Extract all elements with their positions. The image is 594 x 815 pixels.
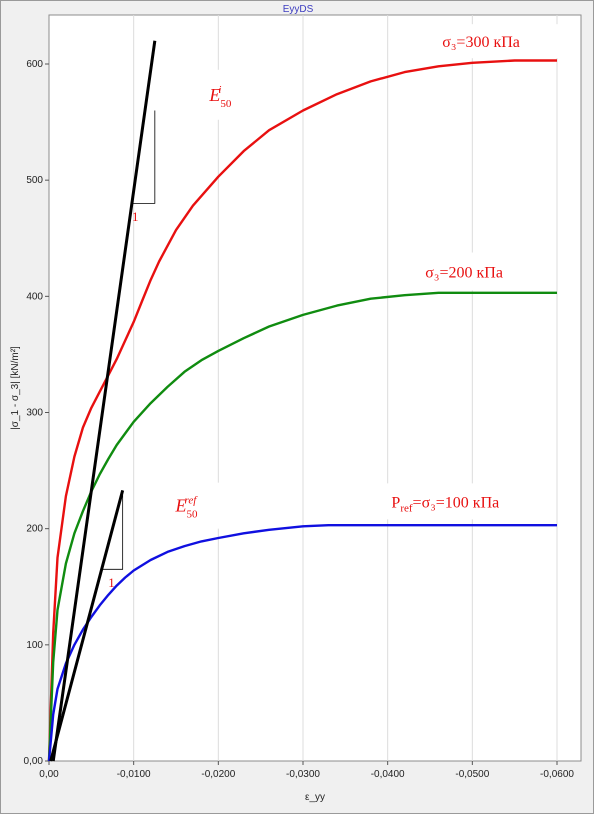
series-line-2 <box>47 524 557 762</box>
annotation-label-200: σ₃=200 кПа <box>417 252 556 291</box>
y-tick-label: 100 <box>26 640 43 651</box>
annotation-text-label-200: σ₃=200 кПа <box>425 265 503 282</box>
x-tick-label: 0,00 <box>39 769 59 780</box>
annotation-label-e50ref: E50ref <box>167 482 238 529</box>
annotation-label-300: σ₃=300 кПа <box>434 24 573 59</box>
series-line-0 <box>47 59 557 762</box>
E50ref-tangent-slope-label: 1 <box>108 575 115 590</box>
x-tick-label: -0,0100 <box>117 769 151 780</box>
plot-area <box>48 14 582 762</box>
E50ref-tangent <box>49 489 125 762</box>
x-tick-label: -0,0200 <box>201 769 235 780</box>
E50i-tangent-triangle <box>131 110 156 204</box>
y-tick-label: 500 <box>26 175 43 186</box>
y-tick-label: 600 <box>26 59 43 70</box>
y-axis-label: |σ_1 - σ_3| [kN/m²] <box>10 346 21 430</box>
annotation-label-e50i: E50i <box>201 69 257 120</box>
E50i-tangent <box>51 40 157 762</box>
y-tick-label: 200 <box>26 524 43 535</box>
x-tick-label: -0,0400 <box>371 769 405 780</box>
chart-title: EyyDS <box>282 4 314 15</box>
y-tick-label: 400 <box>26 291 43 302</box>
E50ref-tangent-triangle <box>101 490 124 570</box>
annotation-text-label-300: σ₃=300 кПа <box>442 34 520 51</box>
annotation-text-label-e50i: E50i <box>208 84 232 110</box>
x-tick-label: -0,0500 <box>455 769 489 780</box>
annotation-text-label-e50ref: E50ref <box>175 495 199 521</box>
y-tick-label: 0,00 <box>24 756 44 767</box>
annotation-box-label-200 <box>417 252 556 291</box>
E50i-tangent-slope-label: 1 <box>132 209 139 224</box>
annotation-text-label-100: Pref=σ₃=100 кПа <box>391 494 499 514</box>
x-axis-label: ε_yy <box>305 792 325 803</box>
annotation-box-label-300 <box>434 24 573 59</box>
annotation-label-100: Pref=σ₃=100 кПа <box>383 483 524 520</box>
series-line-1 <box>47 291 557 762</box>
annotation-box-label-e50ref <box>167 482 238 529</box>
x-tick-label: -0,0600 <box>540 769 574 780</box>
annotation-box-label-e50i <box>201 69 257 120</box>
x-tick-label: -0,0300 <box>286 769 320 780</box>
y-tick-label: 300 <box>26 408 43 419</box>
annotation-box-label-100 <box>383 483 524 520</box>
